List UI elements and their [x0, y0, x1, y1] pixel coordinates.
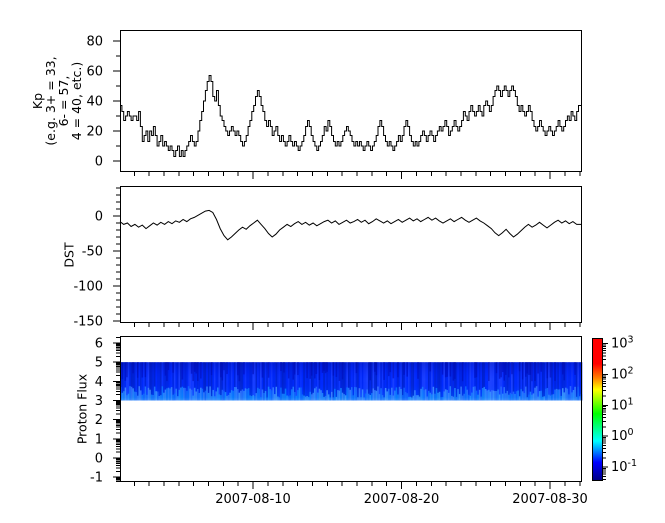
colorbar-tick-label: 100	[611, 427, 634, 444]
colorbar-tick-label: 102	[611, 365, 634, 382]
x-ticks: 2007-08-10 2007-08-20 2007-08-30	[133, 482, 588, 507]
y-tick-label: 1	[95, 432, 103, 447]
colorbar-frame	[592, 338, 603, 481]
colorbar-tick-label: 101	[611, 396, 634, 413]
proton-y-ticks: 6 5 4 3 2 1 0 -1	[90, 337, 120, 486]
kp-panel-frame	[120, 30, 582, 172]
y-tick-label: 80	[86, 34, 103, 49]
x-ticks	[133, 172, 581, 179]
x-tick-label: 2007-08-10	[215, 492, 291, 507]
dst-axis-label: DST	[61, 242, 77, 268]
y-tick-label: 3	[95, 394, 103, 409]
y-tick-label: 0	[95, 451, 103, 466]
kp-y-ticks: 0 20 40 60 80	[86, 34, 120, 170]
y-tick-label: 20	[86, 125, 103, 140]
y-tick-label: 6	[95, 337, 103, 352]
proton-heatmap-band	[120, 362, 583, 401]
x-ticks	[133, 323, 581, 330]
colorbar-gradient	[592, 338, 603, 481]
proton-panel-frame	[120, 336, 582, 482]
x-tick-label: 2007-08-30	[512, 492, 588, 507]
y-tick-label: 5	[95, 356, 103, 371]
y-tick-label: -50	[82, 245, 103, 260]
proton-flux-axis-label: Proton Flux	[74, 373, 90, 445]
y-tick-label: 2	[95, 413, 103, 428]
y-tick-label: 40	[86, 95, 103, 110]
y-tick-label: -100	[73, 279, 103, 294]
colorbar-tick-label: 10-1	[611, 458, 637, 475]
x-tick-label: 2007-08-20	[364, 492, 440, 507]
dst-panel-frame	[120, 186, 582, 323]
y-tick-label: -1	[90, 471, 103, 486]
dst-y-ticks: 0 -50 -100 -150	[73, 187, 120, 329]
y-tick-label: 60	[86, 64, 103, 79]
dst-series	[119, 209, 582, 241]
kp-series	[120, 75, 582, 157]
y-tick-label: 4	[95, 375, 103, 390]
y-tick-label: -150	[73, 314, 103, 329]
y-tick-label: 0	[95, 210, 103, 225]
kp-axis-label: Kp (e.g. 3+ = 33, 6- = 57, 4 = 40, etc.)	[30, 56, 84, 146]
heatmap-band-shading	[120, 362, 582, 401]
colorbar: 103 102 101 100 10-1	[592, 335, 637, 481]
colorbar-tick-label: 103	[611, 335, 634, 352]
y-tick-label: 0	[95, 155, 103, 170]
